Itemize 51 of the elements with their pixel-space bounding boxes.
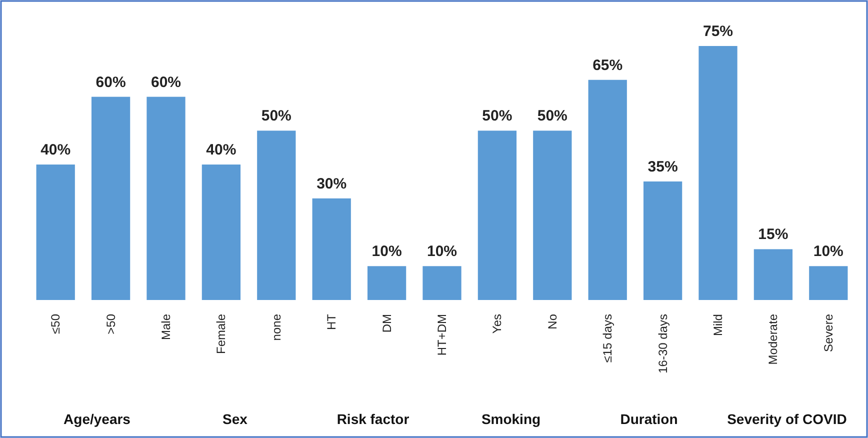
x-tick-label: Yes bbox=[490, 314, 504, 334]
x-tick-label: HT+DM bbox=[435, 314, 449, 356]
bar bbox=[36, 164, 75, 300]
bar bbox=[146, 96, 186, 300]
bar bbox=[202, 164, 241, 300]
data-label: 60% bbox=[150, 74, 182, 91]
x-tick-label: Female bbox=[214, 314, 228, 354]
data-label: 40% bbox=[40, 142, 71, 159]
bar bbox=[91, 96, 130, 300]
text: Age/years bbox=[64, 411, 131, 427]
x-tick-label: Moderate bbox=[766, 314, 780, 365]
text: Severity of COVID bbox=[727, 411, 847, 427]
bar bbox=[588, 80, 627, 300]
bar bbox=[809, 266, 848, 300]
x-tick-label: No bbox=[545, 314, 560, 330]
bar bbox=[698, 46, 738, 300]
bar bbox=[754, 249, 793, 300]
bar bbox=[533, 130, 572, 300]
data-label: 10% bbox=[813, 243, 844, 260]
data-label: 50% bbox=[261, 108, 292, 125]
data-label: 10% bbox=[372, 243, 402, 260]
data-label: 50% bbox=[537, 108, 568, 125]
bar bbox=[422, 266, 462, 300]
text: Duration bbox=[620, 411, 678, 427]
data-label: 65% bbox=[592, 56, 623, 74]
x-tick-label: DM bbox=[380, 314, 394, 333]
text: Sex bbox=[222, 411, 248, 427]
data-label: 30% bbox=[316, 175, 347, 192]
x-tick-label: 16-30 days bbox=[656, 314, 670, 374]
text: Smoking bbox=[481, 411, 541, 427]
x-tick-label: Severe bbox=[821, 314, 836, 352]
bar bbox=[478, 130, 517, 300]
data-label: 40% bbox=[206, 142, 236, 159]
x-tick-label: Mild bbox=[711, 314, 725, 336]
data-label: 75% bbox=[702, 23, 734, 40]
data-label: 15% bbox=[758, 226, 788, 244]
x-tick-label: none bbox=[269, 314, 284, 341]
bar bbox=[312, 198, 351, 300]
bar bbox=[367, 266, 406, 300]
x-tick-label: >50 bbox=[104, 314, 118, 334]
bar bbox=[643, 181, 682, 300]
data-label: 60% bbox=[96, 74, 126, 91]
x-tick-label: Male bbox=[159, 314, 173, 340]
data-label: 35% bbox=[648, 158, 678, 176]
x-tick-label: ≤50 bbox=[48, 314, 63, 334]
x-tick-label: HT bbox=[324, 313, 339, 330]
bar bbox=[257, 130, 296, 300]
data-label: 10% bbox=[426, 243, 458, 260]
data-label: 50% bbox=[482, 108, 512, 125]
x-tick-label: ≤15 days bbox=[600, 314, 615, 363]
text: Risk factor bbox=[336, 411, 410, 427]
